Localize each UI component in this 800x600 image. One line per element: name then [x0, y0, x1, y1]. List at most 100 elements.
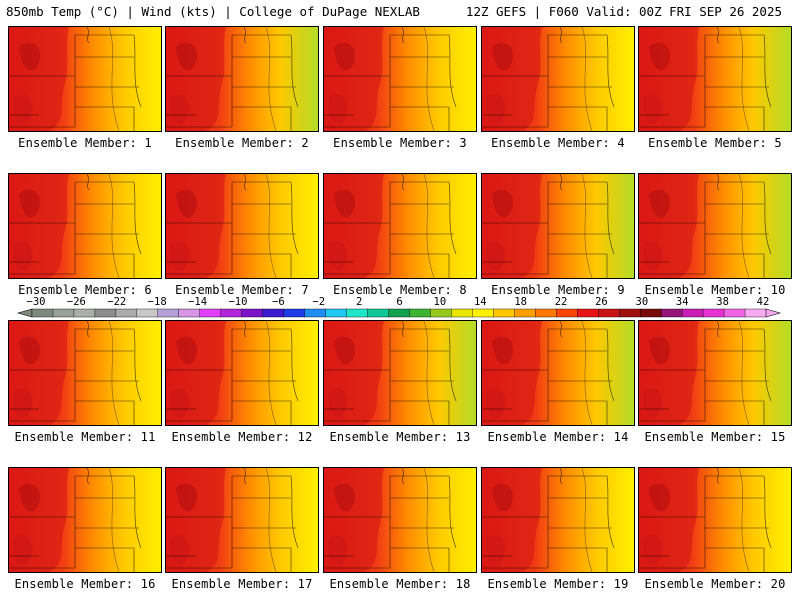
member-label-4: Ensemble Member: 4 [491, 136, 625, 150]
colorbar-swatch [304, 308, 327, 318]
member-label-8: Ensemble Member: 8 [333, 283, 467, 297]
colorbar-tick-label: −6 [272, 296, 285, 308]
colorbar-swatch [94, 308, 117, 318]
colorbar-tick-label: 14 [473, 296, 487, 308]
colorbar-swatch [451, 308, 473, 318]
member-label-20: Ensemble Member: 20 [644, 577, 786, 591]
colorbar-swatch [325, 308, 348, 318]
colorbar-tick-label: 6 [396, 296, 403, 308]
member-label-9: Ensemble Member: 9 [491, 283, 625, 297]
colorbar-swatch [262, 308, 285, 318]
colorbar-swatch [619, 308, 641, 318]
member-map-1 [8, 26, 162, 132]
member-map-9 [481, 173, 635, 279]
colorbar-swatch [199, 308, 222, 318]
colorbar-arrow-left [16, 308, 33, 318]
colorbar-swatch [283, 308, 306, 318]
member-map-12 [165, 320, 319, 426]
colorbar-swatch [115, 308, 138, 318]
member-map-5 [638, 26, 792, 132]
member-map-17 [165, 467, 319, 573]
colorbar-tick-label: −14 [188, 296, 208, 308]
member-map-10 [638, 173, 792, 279]
colorbar-swatch [52, 308, 75, 318]
colorbar-swatch [430, 308, 452, 318]
colorbar-swatch [367, 308, 390, 318]
member-map-18 [323, 467, 477, 573]
colorbar-tick-label: −18 [147, 296, 167, 308]
colorbar-tick-label: 30 [635, 296, 649, 308]
colorbar-swatch [744, 308, 767, 318]
colorbar-swatch [639, 308, 662, 318]
colorbar-swatch [493, 308, 515, 318]
colorbar-swatch [514, 308, 536, 318]
member-label-13: Ensemble Member: 13 [329, 430, 471, 444]
colorbar-swatch [535, 308, 557, 318]
colorbar-swatch [577, 308, 599, 318]
colorbar-swatch [660, 308, 683, 318]
colorbar-tick-label: 18 [514, 296, 527, 308]
colorbar-swatch [31, 308, 54, 318]
colorbar-swatch [220, 308, 243, 318]
colorbar-swatch [73, 308, 96, 318]
member-map-3 [323, 26, 477, 132]
colorbar-swatch [472, 308, 494, 318]
member-map-6 [8, 173, 162, 279]
colorbar-tick-label: −26 [66, 296, 86, 308]
member-label-2: Ensemble Member: 2 [175, 136, 309, 150]
colorbar: −30 −26 −22 −18 −14 −10 −6 −2 2 6 10 14 18 22 26 30 34 38… [0, 296, 800, 320]
member-label-14: Ensemble Member: 14 [487, 430, 629, 444]
member-map-13 [323, 320, 477, 426]
member-map-8 [323, 173, 477, 279]
member-label-15: Ensemble Member: 15 [644, 430, 786, 444]
colorbar-tick-label: −22 [107, 296, 127, 308]
member-map-2 [165, 26, 319, 132]
member-label-12: Ensemble Member: 12 [171, 430, 313, 444]
product-title: 850mb Temp (°C) | Wind (kts) | College o… [6, 4, 420, 19]
colorbar-swatch [681, 308, 704, 318]
figure-header: 850mb Temp (°C) | Wind (kts) | College o… [0, 0, 800, 24]
member-label-1: Ensemble Member: 1 [18, 136, 152, 150]
member-label-16: Ensemble Member: 16 [14, 577, 156, 591]
member-label-11: Ensemble Member: 11 [14, 430, 156, 444]
colorbar-tick-label: −10 [228, 296, 248, 308]
colorbar-tick-label: 10 [433, 296, 447, 308]
colorbar-tick-label: 38 [716, 296, 729, 308]
colorbar-swatch [556, 308, 578, 318]
member-label-17: Ensemble Member: 17 [171, 577, 313, 591]
member-map-4 [481, 26, 635, 132]
valid-time: 12Z GEFS | F060 Valid: 00Z FRI SEP 26 20… [465, 4, 782, 19]
colorbar-swatch [388, 308, 410, 318]
colorbar-tick-label: 22 [554, 296, 568, 308]
colorbar-swatch [723, 308, 746, 318]
colorbar-swatch [178, 308, 201, 318]
colorbar-tick-label: −2 [312, 296, 326, 308]
colorbar-tick-label: −30 [26, 296, 46, 308]
member-map-11 [8, 320, 162, 426]
colorbar-swatch [409, 308, 431, 318]
colorbar-tick-label: 42 [756, 296, 770, 308]
colorbar-scale [16, 308, 782, 318]
colorbar-swatch [702, 308, 725, 318]
member-map-20 [638, 467, 792, 573]
member-map-16 [8, 467, 162, 573]
member-label-7: Ensemble Member: 7 [175, 283, 309, 297]
colorbar-arrow-right [765, 308, 782, 318]
colorbar-swatch [598, 308, 620, 318]
member-label-18: Ensemble Member: 18 [329, 577, 471, 591]
colorbar-swatch [157, 308, 180, 318]
colorbar-tick-label: 26 [595, 296, 608, 308]
colorbar-swatch [241, 308, 264, 318]
colorbar-swatch [346, 308, 369, 318]
colorbar-swatch [136, 308, 159, 318]
member-label-10: Ensemble Member: 10 [644, 283, 786, 297]
colorbar-tick-label: 2 [355, 296, 363, 308]
member-label-5: Ensemble Member: 5 [648, 136, 782, 150]
member-label-19: Ensemble Member: 19 [487, 577, 629, 591]
member-map-15 [638, 320, 792, 426]
colorbar-tick-label: 34 [675, 296, 689, 308]
member-map-7 [165, 173, 319, 279]
member-map-14 [481, 320, 635, 426]
member-label-3: Ensemble Member: 3 [333, 136, 467, 150]
member-label-6: Ensemble Member: 6 [18, 283, 152, 297]
